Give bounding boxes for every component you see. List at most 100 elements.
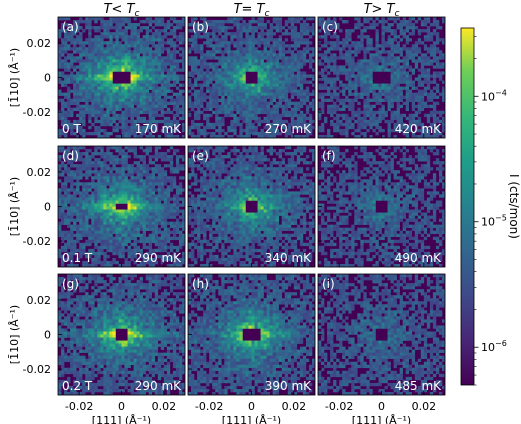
heatmap-cell [432, 116, 437, 121]
heatmap-cell [194, 98, 198, 102]
heatmap-cell [218, 89, 222, 93]
heatmap-cell [351, 74, 355, 78]
heatmap-cell [115, 212, 119, 216]
heatmap-cell [212, 26, 216, 30]
heatmap-cell [124, 236, 128, 241]
heatmap-cell [342, 128, 346, 133]
heatmap-cell [133, 149, 137, 153]
heatmap-cell [287, 65, 292, 69]
heatmap-cell [85, 20, 89, 24]
heatmap-cell [130, 98, 134, 102]
heatmap-cell [172, 113, 177, 118]
heatmap-cell [121, 122, 125, 127]
heatmap-cell [299, 89, 304, 93]
heatmap-cell [197, 92, 201, 96]
heatmap-cell [438, 74, 443, 78]
heatmap-cell [197, 95, 201, 99]
heatmap-cell [97, 47, 101, 51]
heatmap-cell [82, 194, 86, 198]
heatmap-cell [88, 47, 92, 51]
heatmap-cell [203, 17, 207, 21]
heatmap-cell [269, 29, 273, 33]
heatmap-cell [272, 119, 276, 124]
heatmap-cell [242, 53, 246, 57]
heatmap-cell [73, 191, 77, 195]
heatmap-cell [396, 77, 400, 81]
heatmap-cell [414, 77, 419, 81]
heatmap-cell [387, 107, 391, 112]
heatmap-cell [73, 218, 77, 222]
heatmap-cell [375, 62, 379, 66]
heatmap-cell [408, 53, 413, 57]
heatmap-cell [130, 209, 134, 213]
heatmap-cell [109, 68, 113, 72]
heatmap-cell [405, 95, 410, 99]
heatmap-cell [345, 20, 349, 24]
heatmap-cell [408, 92, 413, 96]
heatmap-cell [321, 35, 325, 39]
heatmap-cell [212, 110, 216, 115]
heatmap-cell [272, 32, 276, 36]
heatmap-cell [163, 203, 168, 207]
heatmap-cell [160, 128, 165, 133]
heatmap-cell [118, 194, 122, 198]
heatmap-cell [103, 35, 107, 39]
heatmap-cell [236, 65, 240, 69]
heatmap-cell [218, 74, 222, 78]
heatmap-cell [94, 197, 98, 201]
heatmap-cell [109, 182, 113, 186]
heatmap-cell [88, 227, 92, 231]
heatmap-cell [351, 44, 355, 48]
heatmap-cell [302, 116, 307, 121]
heatmap-cell [302, 89, 307, 93]
heatmap-cell [239, 116, 243, 121]
heatmap-cell [260, 74, 264, 78]
heatmap-cell [260, 107, 264, 112]
heatmap-cell [130, 89, 134, 93]
heatmap-cell [239, 17, 243, 21]
heatmap-cell [145, 200, 150, 204]
heatmap-cell [73, 47, 77, 51]
heatmap-cell [266, 119, 270, 124]
heatmap-cell [363, 80, 367, 84]
heatmap-cell [169, 83, 174, 87]
heatmap-cell [257, 104, 261, 109]
heatmap-cell [82, 221, 86, 225]
heatmap-cell [109, 41, 113, 45]
heatmap-cell [393, 56, 397, 60]
heatmap-cell [91, 98, 95, 102]
heatmap-cell [58, 200, 62, 204]
heatmap-cell [360, 32, 364, 36]
heatmap-cell [112, 104, 116, 109]
heatmap-cell [91, 50, 95, 54]
heatmap-cell [166, 74, 171, 78]
heatmap-cell [133, 167, 137, 171]
heatmap-cell [299, 101, 304, 106]
heatmap-cell [191, 104, 195, 109]
heatmap-cell [139, 47, 143, 51]
heatmap-cell [269, 95, 273, 99]
heatmap-cell [79, 35, 83, 39]
heatmap-cell [82, 164, 86, 168]
heatmap-cell [160, 65, 165, 69]
heatmap-cell [251, 53, 255, 57]
heatmap-cell [88, 83, 92, 87]
heatmap-cell [67, 176, 71, 180]
heatmap-cell [435, 38, 440, 42]
heatmap-cell [163, 200, 168, 204]
heatmap-cell [372, 53, 376, 57]
heatmap-cell [142, 104, 146, 109]
heatmap-cell [206, 80, 210, 84]
heatmap-cell [405, 38, 410, 42]
heatmap-cell [163, 86, 168, 90]
heatmap-cell [106, 158, 110, 162]
heatmap-cell [248, 125, 252, 130]
heatmap-cell [79, 221, 83, 225]
heatmap-cell [429, 113, 434, 118]
heatmap-cell [109, 92, 113, 96]
heatmap-cell [148, 158, 153, 162]
heatmap-cell [88, 104, 92, 109]
heatmap-cell [130, 167, 134, 171]
heatmap-cell [106, 203, 110, 207]
heatmap-cell [423, 86, 428, 90]
